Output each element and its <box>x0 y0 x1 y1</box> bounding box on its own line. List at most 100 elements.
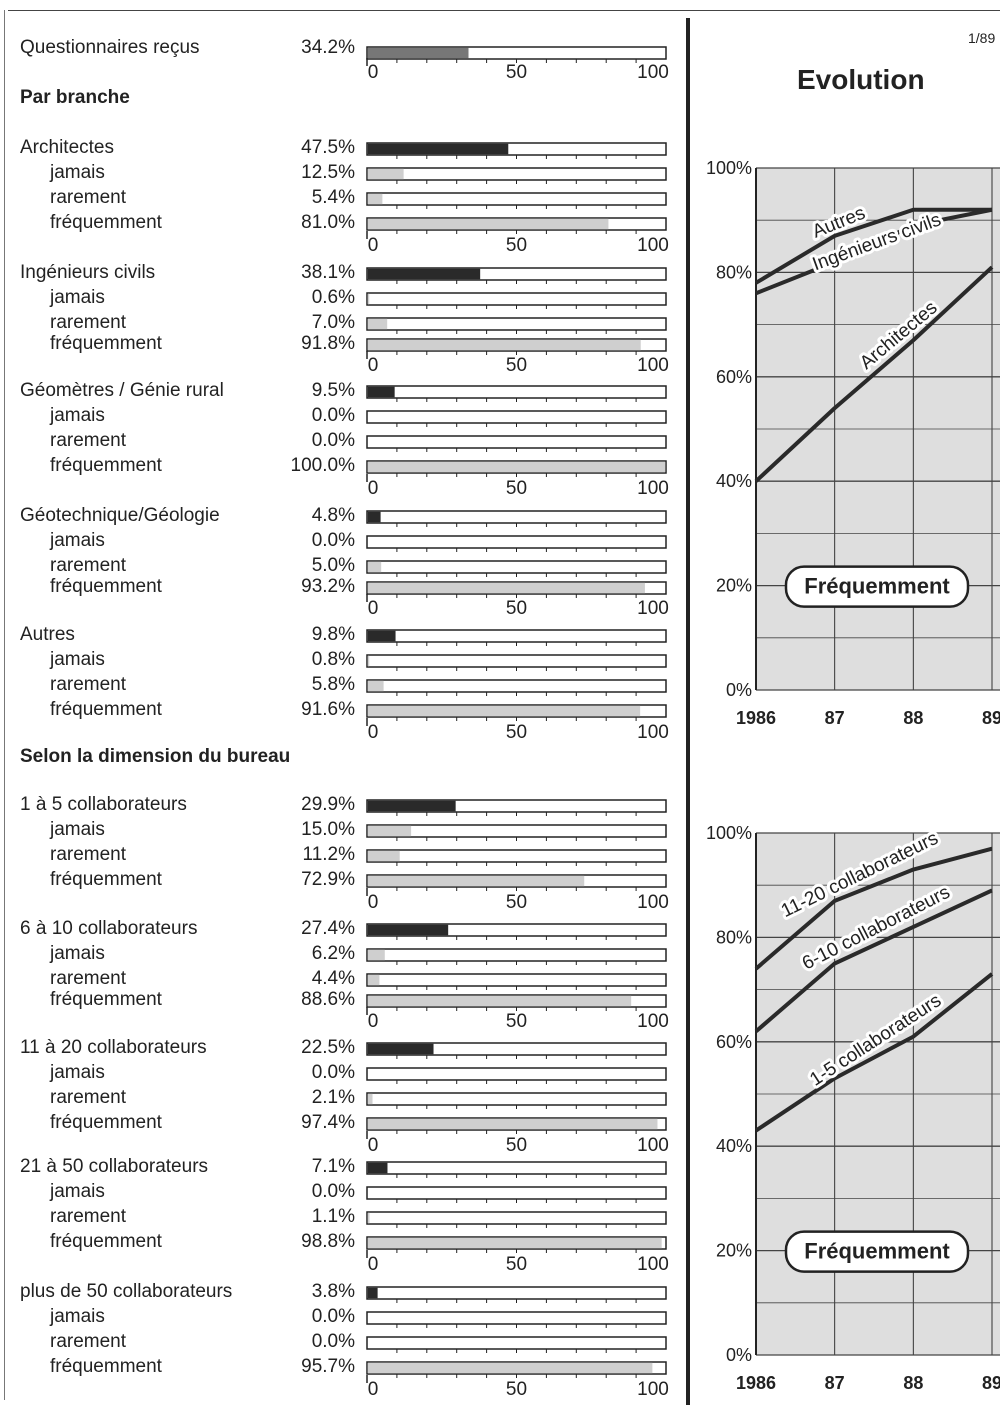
group-total-bar-frame <box>366 799 667 813</box>
row-value: 91.6% <box>301 699 355 720</box>
group-scale-label: 100 <box>637 1011 669 1032</box>
row-bar-fill <box>367 561 382 573</box>
x-tick-label: 88 <box>903 708 923 728</box>
group-total-value: 3.8% <box>311 1281 355 1302</box>
row-bar-fill <box>367 850 400 862</box>
group-scale-label: 100 <box>637 722 669 743</box>
row-bar-fill <box>367 1237 662 1249</box>
questionnaires-scale-label: 100 <box>637 62 669 83</box>
x-tick-label: 87 <box>825 708 845 728</box>
row-value: 0.0% <box>311 405 355 426</box>
row-value: 7.0% <box>311 312 355 333</box>
row-label: rarement <box>50 1087 127 1108</box>
evolution-chart-branche: 0%20%40%60%80%100%1986 87 88 89AutresAutres… <box>706 158 1000 728</box>
row-bar-fill <box>367 218 609 230</box>
group-total-bar-fill <box>367 386 395 398</box>
group-total-bar-fill <box>367 1162 388 1174</box>
row-value: 15.0% <box>301 819 355 840</box>
row-bar-frame <box>366 338 667 352</box>
row-label: jamais <box>50 1306 105 1327</box>
group-scale-label: 0 <box>368 478 379 499</box>
questionnaires-scale-label: 0 <box>368 62 379 83</box>
group-total-value: 29.9% <box>301 794 355 815</box>
group-scale-label: 100 <box>637 598 669 619</box>
y-tick-label: 20% <box>716 1241 752 1261</box>
group-scale-label: 50 <box>506 892 527 913</box>
row-bar-frame <box>366 1336 667 1350</box>
group-total-value: 38.1% <box>301 262 355 283</box>
x-tick-label: 89 <box>982 708 1000 728</box>
row-label: jamais <box>50 649 105 670</box>
row-bar-frame <box>366 948 667 962</box>
questionnaires-bar-fill <box>367 47 469 59</box>
group-label: plus de 50 collaborateurs <box>20 1281 233 1302</box>
row-bar-frame <box>366 824 667 838</box>
group-label: Ingénieurs civils <box>20 262 156 283</box>
group-scale-label: 50 <box>506 1135 527 1156</box>
page-number: 1/89 <box>968 30 996 46</box>
group-total-value: 9.8% <box>311 624 355 645</box>
group-total-bar-frame <box>366 1161 667 1175</box>
frequemment-label: Fréquemment <box>804 574 950 599</box>
y-tick-label: 0% <box>726 680 752 700</box>
y-tick-label: 40% <box>716 471 752 491</box>
y-tick-label: 80% <box>716 927 752 947</box>
row-bar-frame <box>366 1186 667 1200</box>
row-value: 100.0% <box>290 455 355 476</box>
group-scale-label: 100 <box>637 235 669 256</box>
row-bar-frame <box>366 994 667 1008</box>
section-dimension-bureau: Selon la dimension du bureau <box>20 746 291 767</box>
group-total-bar-fill <box>367 1287 378 1299</box>
y-tick-label: 20% <box>716 576 752 596</box>
row-bar-frame <box>366 217 667 231</box>
row-bar-fill <box>367 680 384 692</box>
row-bar-frame <box>366 1236 667 1250</box>
group-scale-label: 100 <box>637 1379 669 1400</box>
y-tick-label: 60% <box>716 1032 752 1052</box>
section-par-branche: Par branche <box>20 87 130 108</box>
frequemment-label: Fréquemment <box>804 1239 950 1264</box>
row-bar-fill <box>367 825 412 837</box>
row-label: jamais <box>50 943 105 964</box>
row-bar-fill <box>367 705 641 717</box>
row-value: 93.2% <box>301 576 355 597</box>
row-bar-fill <box>367 1212 370 1224</box>
row-label: fréquemment <box>50 1231 162 1252</box>
series-line <box>754 207 992 285</box>
group-scale-label: 50 <box>506 235 527 256</box>
row-value: 5.4% <box>311 187 355 208</box>
row-value: 5.8% <box>311 674 355 695</box>
row-bar-fill <box>367 293 370 305</box>
row-bar-fill <box>367 318 388 330</box>
x-tick-label: 1986 <box>736 1373 776 1393</box>
row-label: fréquemment <box>50 455 162 476</box>
group-label: Géomètres / Génie rural <box>20 380 224 401</box>
group-total-bar-fill <box>367 268 481 280</box>
group-scale-label: 0 <box>368 355 379 376</box>
row-label: rarement <box>50 844 127 865</box>
row-bar-frame <box>366 874 667 888</box>
row-bar-frame <box>366 317 667 331</box>
row-bar-fill <box>367 1093 373 1105</box>
row-label: fréquemment <box>50 333 162 354</box>
row-bar-frame <box>366 192 667 206</box>
row-bar-fill <box>367 461 666 473</box>
group-scale-label: 100 <box>637 1254 669 1275</box>
row-value: 12.5% <box>301 162 355 183</box>
row-value: 4.4% <box>311 968 355 989</box>
group-total-bar-fill <box>367 630 396 642</box>
group-total-bar-frame <box>366 267 667 281</box>
row-bar-frame <box>366 1211 667 1225</box>
group-scale-label: 0 <box>368 235 379 256</box>
row-bar-frame <box>366 581 667 595</box>
row-bar-fill <box>367 1362 653 1374</box>
row-label: rarement <box>50 968 127 989</box>
row-value: 0.6% <box>311 287 355 308</box>
questionnaires-value: 34.2% <box>301 37 355 58</box>
row-label: fréquemment <box>50 869 162 890</box>
group-total-value: 27.4% <box>301 918 355 939</box>
x-tick-label: 87 <box>825 1373 845 1393</box>
group-scale-label: 0 <box>368 1011 379 1032</box>
group-scale-label: 50 <box>506 1379 527 1400</box>
row-label: fréquemment <box>50 1112 162 1133</box>
